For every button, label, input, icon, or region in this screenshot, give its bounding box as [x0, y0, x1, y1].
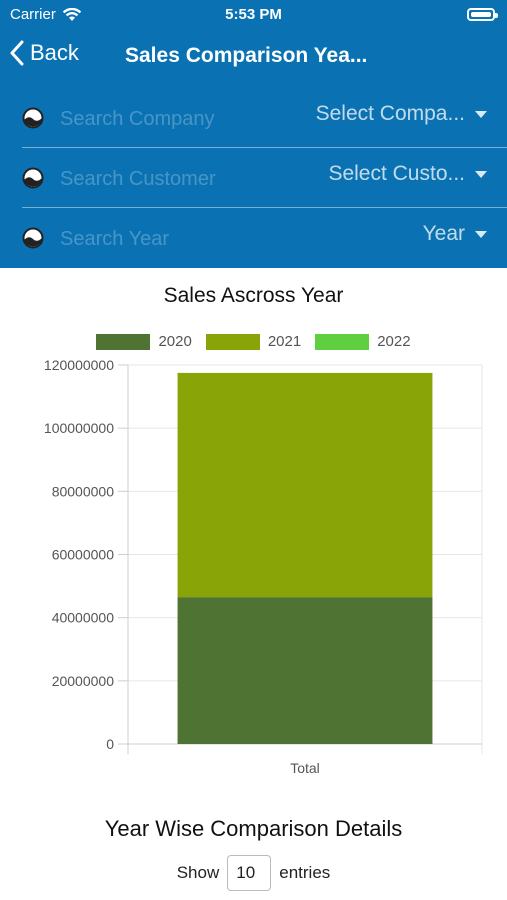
- customer-select-label: Select Custo...: [328, 162, 465, 185]
- divider: [22, 207, 507, 208]
- legend-swatch-2020: [96, 333, 151, 350]
- caret-down-icon: [475, 230, 487, 238]
- y-tick-label: 100000000: [44, 420, 114, 436]
- customer-select[interactable]: Select Custo...: [328, 162, 487, 186]
- caret-down-icon: [475, 110, 487, 118]
- carrier-info: Carrier: [10, 6, 82, 23]
- globe-icon: [22, 167, 44, 189]
- customer-filter-row: Select Custo...: [0, 148, 507, 208]
- x-tick-label: Total: [290, 760, 320, 776]
- navigation-bar: Back Sales Comparison Yea...: [0, 30, 507, 84]
- legend-item-2022[interactable]: 2022: [315, 333, 411, 350]
- entries-label: entries: [279, 863, 331, 882]
- stacked-bar-chart: 0 20000000 40000000 60000000 80000000 1000000…: [44, 357, 483, 776]
- chart-legend: 2020 2021 2022: [0, 333, 507, 350]
- year-search-input[interactable]: [58, 222, 252, 256]
- y-tick-label: 40000000: [52, 610, 115, 626]
- page-title: Sales Comparison Yea...: [125, 44, 368, 67]
- legend-label-2020: 2020: [158, 333, 192, 350]
- legend-item-2021[interactable]: 2021: [205, 333, 302, 350]
- company-select-label: Select Compa...: [315, 102, 465, 125]
- year-select-label: Year: [422, 222, 465, 245]
- globe-icon: [22, 227, 44, 249]
- legend-label-2022: 2022: [377, 333, 411, 350]
- show-label: Show: [176, 863, 220, 882]
- company-select[interactable]: Select Compa...: [316, 102, 487, 126]
- y-tick-label: 20000000: [52, 673, 115, 689]
- year-select[interactable]: Year: [423, 222, 487, 246]
- header-panel: Carrier 5:53 PM Back Sales Comparison Ye…: [0, 0, 507, 268]
- status-time: 5:53 PM: [225, 6, 282, 23]
- legend-label-2021: 2021: [267, 333, 302, 350]
- divider: [22, 147, 507, 148]
- y-tick-label: 0: [106, 736, 114, 752]
- legend-swatch-2021: [205, 333, 260, 350]
- globe-icon: [22, 107, 44, 129]
- status-bar: Carrier 5:53 PM: [0, 0, 507, 30]
- bar-segment-2021: [177, 372, 433, 598]
- y-tick-label: 80000000: [52, 483, 115, 499]
- legend-item-2020[interactable]: 2020: [96, 333, 192, 350]
- back-button[interactable]: Back: [10, 40, 79, 66]
- entries-control: Show 10 entries: [0, 855, 507, 891]
- company-search-input[interactable]: [58, 102, 252, 136]
- y-tick-label: 120000000: [44, 357, 114, 373]
- chevron-left-icon: [10, 40, 24, 66]
- customer-search-input[interactable]: [58, 162, 252, 196]
- legend-swatch-2022: [315, 333, 370, 350]
- back-label: Back: [30, 40, 79, 65]
- carrier-label: Carrier: [10, 6, 56, 23]
- entries-select[interactable]: 10: [227, 855, 272, 891]
- entries-value: 10: [236, 863, 256, 882]
- chart-title: Sales Ascross Year: [163, 284, 344, 307]
- details-title: Year Wise Comparison Details: [104, 816, 403, 841]
- y-tick-label: 60000000: [52, 547, 115, 563]
- caret-down-icon: [475, 170, 487, 178]
- wifi-icon: [62, 7, 82, 21]
- bar-segment-2020: [177, 597, 433, 744]
- battery-icon: [467, 8, 498, 21]
- year-filter-row: Year: [0, 208, 507, 268]
- company-filter-row: Select Compa...: [0, 88, 507, 148]
